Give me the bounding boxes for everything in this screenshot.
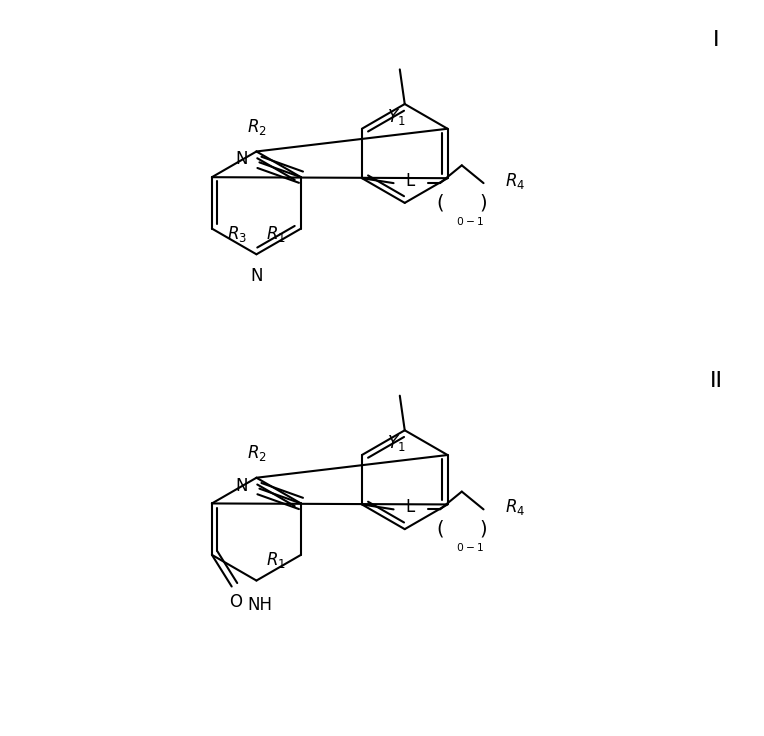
Text: N: N: [250, 267, 263, 285]
Text: NH: NH: [247, 596, 272, 615]
Text: $R_4$: $R_4$: [505, 498, 526, 517]
Text: N: N: [235, 150, 248, 169]
Text: (: (: [436, 194, 444, 213]
Text: $R_4$: $R_4$: [505, 171, 526, 191]
Text: ): ): [480, 520, 487, 539]
Text: $_{0-1}$: $_{0-1}$: [456, 539, 484, 554]
Text: II: II: [710, 371, 723, 391]
Text: I: I: [713, 29, 720, 50]
Text: $R_3$: $R_3$: [227, 224, 247, 244]
Text: N: N: [235, 477, 248, 495]
Text: O: O: [229, 593, 242, 612]
Text: L: L: [406, 498, 415, 517]
Text: ): ): [480, 194, 487, 213]
Text: $R_1$: $R_1$: [267, 550, 286, 570]
Text: $Y_1$: $Y_1$: [387, 107, 405, 127]
Text: $R_2$: $R_2$: [247, 117, 267, 137]
Text: $Y_1$: $Y_1$: [387, 434, 405, 453]
Text: L: L: [406, 172, 415, 190]
Text: $R_2$: $R_2$: [247, 443, 267, 463]
Text: $_{0-1}$: $_{0-1}$: [456, 213, 484, 228]
Text: $R_1$: $R_1$: [267, 224, 286, 244]
Text: (: (: [436, 520, 444, 539]
